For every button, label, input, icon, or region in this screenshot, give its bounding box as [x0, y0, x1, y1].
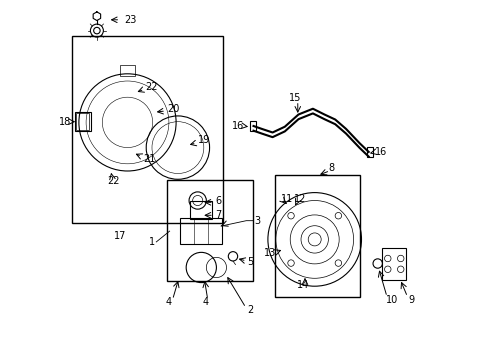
Bar [366, 147, 372, 157]
Text: 3: 3 [254, 216, 260, 226]
Text: 21: 21 [142, 154, 155, 164]
Text: 15: 15 [288, 93, 301, 103]
Text: 7: 7 [215, 210, 221, 220]
Bar [381, 248, 406, 280]
Bar [180, 218, 222, 244]
Bar [76, 113, 89, 130]
Bar [250, 121, 256, 131]
Text: 18: 18 [59, 117, 71, 127]
Bar [75, 112, 91, 131]
Text: 17: 17 [114, 231, 126, 241]
Text: 13: 13 [264, 248, 276, 258]
Text: 2: 2 [247, 305, 253, 315]
Text: 16: 16 [374, 147, 386, 157]
Bar [275, 175, 359, 297]
Text: 9: 9 [407, 294, 413, 305]
Text: 5: 5 [247, 257, 253, 267]
Text: 4: 4 [202, 297, 208, 307]
Text: 4: 4 [165, 297, 171, 307]
Text: 12: 12 [294, 194, 306, 204]
Text: 22: 22 [107, 176, 119, 186]
Bar [120, 65, 134, 76]
Bar [167, 180, 253, 281]
Text: 22: 22 [145, 82, 158, 92]
Text: 16: 16 [231, 121, 244, 131]
Text: 14: 14 [296, 280, 308, 290]
Text: 1: 1 [149, 237, 155, 247]
Text: 19: 19 [197, 135, 209, 145]
Text: 11: 11 [281, 194, 293, 204]
Text: 10: 10 [385, 294, 397, 305]
Text: 20: 20 [167, 104, 179, 114]
Text: 23: 23 [123, 15, 136, 25]
Bar [72, 36, 223, 223]
Text: 6: 6 [215, 196, 221, 206]
Bar [189, 201, 212, 219]
Text: 8: 8 [328, 163, 334, 174]
